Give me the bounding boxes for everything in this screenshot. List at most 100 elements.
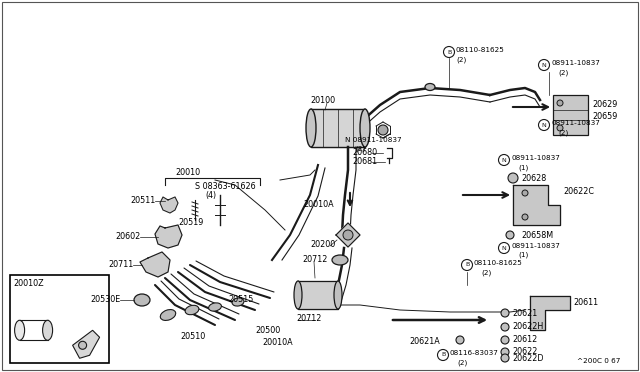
Text: B: B [441, 353, 445, 357]
Polygon shape [513, 185, 560, 225]
Ellipse shape [232, 298, 244, 306]
Text: 20621: 20621 [512, 309, 537, 318]
Polygon shape [160, 197, 178, 213]
Text: 08110-81625: 08110-81625 [456, 47, 505, 53]
Text: (2): (2) [456, 56, 467, 62]
Text: 20658M: 20658M [521, 231, 553, 240]
Text: 08911-10837: 08911-10837 [551, 60, 600, 66]
Circle shape [456, 336, 464, 344]
Circle shape [499, 243, 509, 253]
Text: (2): (2) [355, 145, 365, 151]
Circle shape [538, 60, 550, 71]
Text: 08116-83037: 08116-83037 [450, 350, 499, 356]
Ellipse shape [209, 303, 221, 311]
Text: S 08363-61626: S 08363-61626 [195, 182, 255, 191]
Text: B: B [447, 49, 451, 55]
Text: 08911-10837: 08911-10837 [551, 120, 600, 126]
Text: 20530E: 20530E [90, 295, 120, 304]
Ellipse shape [185, 305, 199, 315]
Text: 20100: 20100 [310, 96, 335, 105]
Circle shape [557, 125, 563, 131]
Circle shape [438, 350, 449, 360]
Text: 20519: 20519 [178, 218, 204, 227]
Text: 08110-81625: 08110-81625 [474, 260, 523, 266]
Ellipse shape [160, 310, 176, 320]
Polygon shape [140, 252, 170, 277]
Text: 20711: 20711 [108, 260, 133, 269]
Ellipse shape [360, 109, 370, 147]
Text: 20511: 20511 [130, 196, 156, 205]
Text: 20629: 20629 [592, 100, 618, 109]
Circle shape [79, 341, 86, 349]
Text: ^200C 0 67: ^200C 0 67 [577, 358, 620, 364]
Text: 20659: 20659 [592, 112, 618, 121]
Ellipse shape [43, 320, 52, 340]
Text: N: N [541, 122, 547, 128]
Text: 20712: 20712 [296, 314, 321, 323]
Text: N: N [541, 62, 547, 67]
Text: 08911-10837: 08911-10837 [511, 243, 560, 249]
Circle shape [538, 119, 550, 131]
Circle shape [557, 100, 563, 106]
Text: (2): (2) [558, 129, 568, 135]
Text: N 08911-10837: N 08911-10837 [345, 137, 402, 143]
Text: 20510: 20510 [180, 332, 205, 341]
Text: 20602: 20602 [115, 232, 140, 241]
Text: 20200: 20200 [310, 240, 335, 249]
Circle shape [501, 348, 509, 356]
Text: 20010A: 20010A [303, 200, 333, 209]
Text: 20622H: 20622H [512, 322, 543, 331]
Text: N: N [502, 157, 506, 163]
Circle shape [501, 323, 509, 331]
Circle shape [378, 125, 388, 135]
Circle shape [499, 154, 509, 166]
Ellipse shape [306, 109, 316, 147]
Ellipse shape [15, 320, 24, 340]
Text: 20010: 20010 [175, 168, 200, 177]
Polygon shape [72, 330, 100, 358]
Text: 20622C: 20622C [563, 187, 594, 196]
Text: 20681: 20681 [352, 157, 377, 166]
Bar [10, 275, 109, 363]
Text: 08911-10837: 08911-10837 [511, 155, 560, 161]
Circle shape [501, 354, 509, 362]
Circle shape [522, 214, 528, 220]
Text: (2): (2) [558, 69, 568, 76]
Circle shape [522, 190, 528, 196]
Text: 20010A: 20010A [262, 338, 292, 347]
Polygon shape [336, 223, 360, 247]
Text: (1): (1) [518, 164, 528, 170]
Polygon shape [530, 296, 570, 330]
Text: B: B [465, 263, 469, 267]
Circle shape [343, 230, 353, 240]
Circle shape [506, 231, 514, 239]
Text: 20622D: 20622D [512, 354, 543, 363]
Circle shape [444, 46, 454, 58]
Polygon shape [311, 109, 365, 147]
Text: 20612: 20612 [512, 335, 537, 344]
Polygon shape [298, 281, 338, 309]
Ellipse shape [334, 281, 342, 309]
Text: 20611: 20611 [573, 298, 598, 307]
Circle shape [461, 260, 472, 270]
Text: 20515: 20515 [228, 295, 253, 304]
Text: 20680: 20680 [352, 148, 377, 157]
Text: 20712: 20712 [302, 255, 328, 264]
Ellipse shape [294, 281, 302, 309]
Text: 20621A: 20621A [409, 337, 440, 346]
Text: 20010Z: 20010Z [13, 279, 44, 288]
Ellipse shape [425, 83, 435, 90]
Text: (4): (4) [205, 191, 216, 200]
Text: (1): (1) [518, 252, 528, 259]
Text: 20500: 20500 [255, 326, 280, 335]
Circle shape [508, 173, 518, 183]
Circle shape [501, 309, 509, 317]
FancyBboxPatch shape [553, 95, 588, 135]
Circle shape [501, 336, 509, 344]
Text: 20628: 20628 [521, 174, 547, 183]
Text: (2): (2) [457, 359, 467, 366]
Ellipse shape [332, 255, 348, 265]
Ellipse shape [134, 294, 150, 306]
Text: (2): (2) [481, 269, 492, 276]
Text: 20622: 20622 [512, 347, 538, 356]
